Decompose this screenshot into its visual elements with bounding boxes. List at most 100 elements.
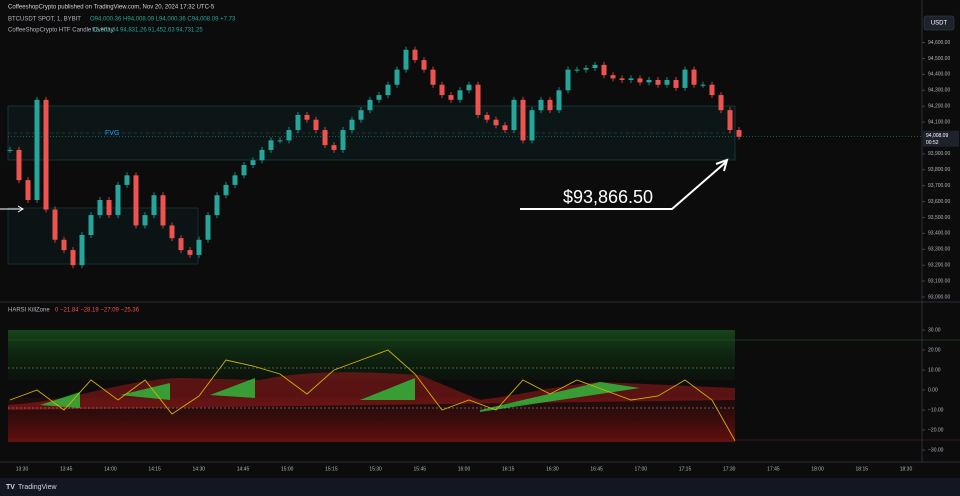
overlay-name: CoffeeShopCrypto HTF Candle Overlay — [8, 28, 114, 34]
price-tick-label: 93,700.00 — [928, 183, 950, 189]
publisher: CoffeeshopCrypto published on TradingVie… — [8, 5, 215, 11]
candle-body — [529, 110, 535, 141]
candle-body — [34, 99, 40, 201]
price-tick-label: 94,500.00 — [928, 56, 950, 62]
candle-body — [385, 84, 391, 96]
candle-body — [736, 130, 742, 137]
candle-body — [331, 145, 337, 150]
candle-body — [655, 79, 661, 85]
candle-body — [646, 79, 652, 83]
time-tick-label: 18:15 — [856, 466, 869, 472]
candle-body — [556, 90, 562, 111]
indicator-tick-label: −20.00 — [928, 427, 944, 433]
candle-body — [412, 49, 418, 61]
candle-body — [295, 114, 301, 131]
candle-body — [223, 184, 229, 196]
candle-body — [25, 180, 31, 201]
time-tick-label: 13:30 — [16, 466, 29, 472]
candle-body — [358, 110, 364, 120]
indicator-tick-label: −30.00 — [928, 447, 944, 453]
price-tick-label: 93,800.00 — [928, 167, 950, 173]
time-tick-label: 17:15 — [679, 466, 692, 472]
indicator-candles — [40, 378, 640, 412]
price-tick-label: 94,600.00 — [928, 40, 950, 46]
candle-body — [709, 84, 715, 96]
indicator-name: HARSI KillZone — [8, 308, 50, 314]
candle-body — [673, 79, 679, 88]
countdown: 00:52 — [926, 140, 939, 146]
candle-body — [160, 195, 166, 226]
candle-body — [16, 149, 22, 181]
time-tick-label: 14:00 — [104, 466, 117, 472]
ohlc: O94,000.36 H94,008.09 L94,000.36 C94,008… — [90, 17, 236, 23]
fvg-label: FVG — [105, 130, 119, 137]
time-tick-label: 15:15 — [325, 466, 338, 472]
candle-body — [547, 99, 553, 111]
footer — [0, 478, 960, 496]
candle-body — [682, 69, 688, 88]
candle-body — [637, 78, 643, 83]
candle-body — [583, 68, 589, 70]
price-tick-label: 94,400.00 — [928, 72, 950, 78]
candle-body — [511, 99, 517, 131]
candle-body — [43, 99, 49, 210]
candle-body — [97, 200, 103, 216]
candle-body — [268, 140, 274, 150]
annotation-arrow — [520, 161, 727, 210]
time-tick-label: 16:00 — [458, 466, 471, 472]
time-tick-label: 14:45 — [237, 466, 250, 472]
last-price-label: 94,008.09 — [926, 133, 948, 139]
candle-body — [115, 184, 121, 216]
time-tick-label: 17:30 — [723, 466, 736, 472]
fvg-zone — [7, 207, 199, 265]
time-tick-label: 18:00 — [811, 466, 824, 472]
price-tick-label: 93,300.00 — [928, 247, 950, 253]
currency-button-label[interactable]: USDT — [931, 21, 948, 27]
indicator-tick-label: 30.00 — [928, 327, 941, 333]
time-tick-label: 14:15 — [148, 466, 161, 472]
candle-body — [565, 69, 571, 91]
candle-body — [520, 99, 526, 141]
candle-body — [313, 119, 319, 131]
candle-body — [457, 90, 463, 100]
candle-body — [484, 114, 490, 120]
candle-body — [664, 79, 670, 85]
time-tick-label: 17:00 — [635, 466, 648, 472]
price-tick-label: 93,400.00 — [928, 231, 950, 237]
candle-body — [133, 175, 139, 226]
overlay-value: 94,731.25 — [176, 28, 203, 34]
candle-body — [574, 69, 580, 71]
candle-body — [430, 69, 436, 85]
candle-body — [151, 195, 157, 216]
overlay-value: 92,302.34 — [92, 28, 119, 34]
candle-body — [700, 84, 706, 86]
candle-body — [142, 215, 148, 226]
candle-body — [538, 99, 544, 111]
candle-body — [340, 130, 346, 150]
brand: TradingView — [18, 484, 57, 491]
candle-body — [628, 78, 634, 80]
candle-body — [88, 215, 94, 235]
price-tick-label: 93,100.00 — [928, 278, 950, 284]
indicator-tick-label: −10.00 — [928, 407, 944, 413]
candle-body — [349, 119, 355, 131]
candle-body — [439, 84, 445, 96]
candle-body — [421, 60, 427, 70]
candle-body — [250, 160, 256, 166]
indicator-values: 0 −21.84 −28.19 −27.09 −25.36 — [55, 308, 140, 314]
candle-body — [178, 238, 184, 251]
time-tick-label: 16:45 — [590, 466, 603, 472]
candle-body — [259, 149, 265, 161]
candle-body — [592, 64, 598, 69]
candle-body — [610, 75, 616, 79]
candle-body — [466, 84, 472, 91]
time-tick-label: 13:45 — [60, 466, 73, 472]
price-tick-label: 93,000.00 — [928, 294, 950, 300]
currency-button[interactable] — [923, 15, 955, 31]
price-tick-label: 93,600.00 — [928, 199, 950, 205]
candle-body — [718, 95, 724, 111]
candle-body — [79, 234, 85, 266]
candle-body — [322, 130, 328, 146]
time-tick-label: 16:30 — [546, 466, 559, 472]
